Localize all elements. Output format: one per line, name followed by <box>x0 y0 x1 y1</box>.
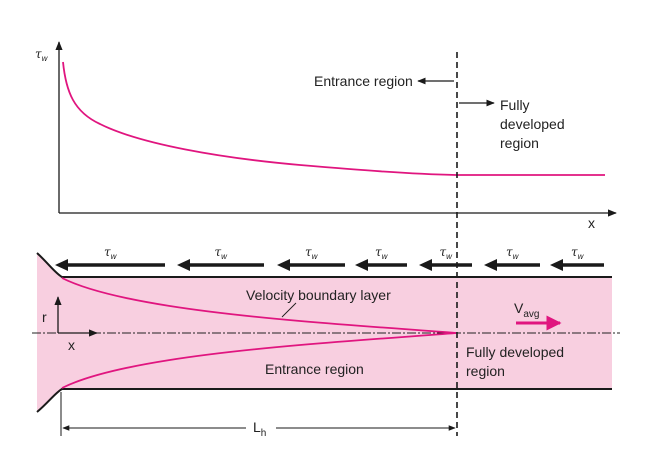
y-axis-label: τw <box>35 47 49 63</box>
wall-shear-graph: τw x Entrance region Fully developed reg… <box>35 41 617 231</box>
wall-shear-label: τw <box>571 245 585 261</box>
entrance-region-pipe-label: Entrance region <box>265 361 364 377</box>
fully-developed-pipe-line-1: Fully developed <box>466 344 564 360</box>
wall-shear-arrow-head <box>550 259 563 271</box>
velocity-boundary-layer-label: Velocity boundary layer <box>246 287 391 303</box>
fully-developed-line-1: Fully <box>500 97 530 113</box>
fully-developed-line-3: region <box>500 135 539 151</box>
wall-shear-label: τw <box>305 245 319 261</box>
wall-shear-label: τw <box>104 245 118 261</box>
velocity-boundary-layer-leader <box>281 302 297 318</box>
wall-shear-arrow-head <box>55 259 68 271</box>
wall-shear-label: τw <box>440 245 454 261</box>
vavg-label: Vavg <box>514 300 539 320</box>
boundary-layer-upper <box>61 277 457 334</box>
boundary-layer-lower <box>61 332 457 389</box>
wall-shear-arrow-head <box>177 259 190 271</box>
pipe-fill <box>37 253 612 412</box>
x-axis-label: x <box>588 215 595 231</box>
wall-shear-label: τw <box>506 245 520 261</box>
wall-shear-arrow-head <box>355 259 368 271</box>
r-label: r <box>42 309 47 325</box>
x-label: x <box>68 337 75 353</box>
pipe-section: τw τw τw τw τw τw τw r x Velocity boundary lay… <box>32 245 620 439</box>
wall-shear-label: τw <box>215 245 229 261</box>
fully-developed-pipe-line-2: region <box>466 363 505 379</box>
wall-shear-label: τw <box>375 245 389 261</box>
lh-label: Lh <box>253 419 266 439</box>
fully-developed-line-2: developed <box>500 116 565 132</box>
wall-shear-arrow-head <box>484 259 497 271</box>
entrance-region-label: Entrance region <box>314 73 413 89</box>
wall-shear-arrow-head <box>277 259 290 271</box>
pipe-bottom-wall <box>36 388 612 413</box>
pipe-top-wall <box>36 252 612 278</box>
wall-shear-arrows: τw τw τw τw τw τw τw <box>55 245 604 271</box>
wall-shear-curve <box>62 61 605 176</box>
wall-shear-arrow-head <box>419 259 432 271</box>
